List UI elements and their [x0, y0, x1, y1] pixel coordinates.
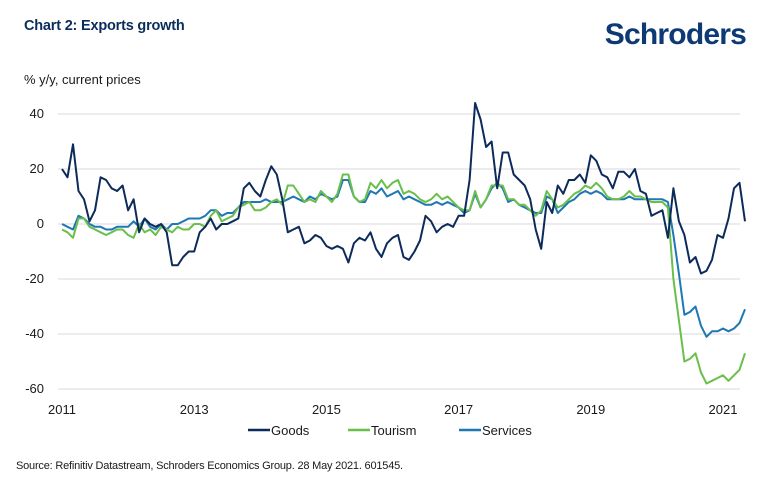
y-axis-unit-label: % y/y, current prices	[24, 72, 141, 87]
legend-item-services[interactable]: Services	[459, 423, 532, 438]
x-tick-label: 2013	[180, 402, 209, 417]
source-note: Source: Refinitiv Datastream, Schroders …	[16, 460, 403, 472]
series-line-tourism	[61, 173, 746, 385]
x-tick-label: 2017	[444, 402, 473, 417]
legend-item-tourism[interactable]: Tourism	[348, 423, 417, 438]
y-tick-label: -60	[25, 381, 44, 396]
chart-title: Chart 2: Exports growth	[24, 18, 185, 34]
y-tick-label: 40	[30, 106, 44, 121]
y-tick-label: 20	[30, 161, 44, 176]
x-tick-label: 2015	[312, 402, 341, 417]
x-tick-label: 2019	[576, 402, 605, 417]
x-tick-label: 2011	[48, 402, 76, 417]
y-tick-label: 0	[37, 216, 44, 231]
series-line-services	[61, 179, 746, 338]
legend-item-goods[interactable]: Goods	[248, 423, 310, 438]
gridlines	[58, 113, 740, 390]
schroders-logo: Schroders	[604, 18, 747, 51]
legend-label-goods: Goods	[271, 423, 310, 438]
series-line-goods	[61, 102, 746, 275]
y-tick-label: -20	[25, 271, 44, 286]
legend: Goods Tourism Services	[248, 423, 532, 438]
x-tick-label: 2021	[709, 402, 738, 417]
y-tick-label: -40	[25, 326, 44, 341]
y-axis-ticks: 40 20 0 -20 -40 -60	[25, 106, 44, 396]
x-axis-ticks: 2011 2013 2015 2017 2019 2021	[48, 402, 737, 417]
series-lines	[61, 102, 746, 385]
legend-label-tourism: Tourism	[371, 423, 417, 438]
legend-label-services: Services	[482, 423, 532, 438]
